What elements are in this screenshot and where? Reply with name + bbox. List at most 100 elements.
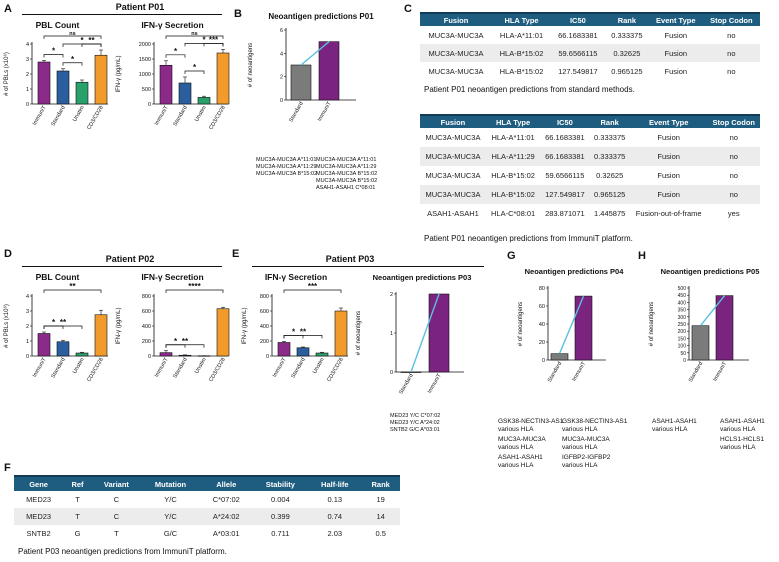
table-cell: HLA-B*15:02: [492, 44, 551, 62]
y-axis-label: # of PBLs (x10⁶): [3, 52, 10, 96]
table-cell: 283.871071: [545, 209, 585, 218]
note-g-standard: GSK38-NECTIN3-AS1 various HLA MUC3A-MUC3…: [498, 418, 563, 470]
note-h-immunit-item: ASAH1-ASAH1 various HLA: [720, 418, 765, 433]
x-tick-label: Standard: [290, 357, 306, 379]
x-tick-label: Unstim: [194, 105, 208, 123]
y-tick-label: 200: [260, 339, 269, 345]
bar: [56, 341, 70, 357]
table-cell: 66.1683381: [545, 133, 585, 142]
y-tick-label: 20: [539, 340, 545, 346]
col-header: Fusion: [420, 114, 486, 128]
note-h-immunit: ASAH1-ASAH1 various HLA HCLS1-HCLS1 vari…: [720, 418, 778, 452]
significance-bracket: [43, 325, 83, 329]
y-axis-label: IFN-γ (pg/mL): [116, 307, 122, 344]
table-cell: no: [727, 30, 736, 40]
bar: [75, 352, 89, 357]
y-tick-label: 0: [266, 354, 269, 360]
x-tick-label: Standard: [398, 373, 414, 395]
bar: [574, 295, 593, 361]
y-tick-label: 800: [142, 294, 151, 300]
note-g-standard-item: MUC3A-MUC3A various HLA: [498, 436, 546, 451]
y-tick-label: 4: [280, 51, 283, 57]
y-tick-label: 50: [680, 351, 686, 357]
x-tick-label: ImmuniT: [427, 372, 443, 394]
y-tick-label: 0: [683, 358, 686, 364]
trend-line: [410, 293, 440, 373]
patient-p02-rule: [22, 266, 222, 267]
y-tick-label: 400: [142, 324, 151, 330]
table-cell: MED23: [26, 495, 52, 504]
table-cell: 0.13: [327, 495, 343, 504]
panel-label-f: F: [4, 462, 11, 474]
significance-label: **: [69, 282, 76, 291]
bar: [400, 371, 422, 373]
table-c-standard: Fusion HLA Type IC50 Rank Event Type Sto…: [420, 12, 760, 80]
table-cell: 1.445875: [594, 209, 626, 218]
table-row: MED23 T C Y/C C*07:02 0.004 0.13 19: [14, 491, 400, 508]
patient-p03-header: Patient P03: [325, 254, 375, 264]
x-tick-label: CD3/CD28: [86, 105, 104, 131]
bar: [315, 352, 329, 357]
chart-d1-pbl-count: PBL Count 0 1 2 3 4 # of PBLs (x10⁶) ImmuniT Sta…: [3, 272, 108, 383]
x-tick-label: ImmuniT: [32, 104, 48, 126]
table-cell: 66.1683381: [540, 147, 590, 166]
note-h-standard: ASAH1-ASAH1 various HLA: [652, 418, 712, 434]
table-cell: MUC3A-MUC3A: [428, 30, 484, 40]
y-tick-label: 400: [678, 300, 687, 306]
y-tick-label: 60: [539, 304, 545, 310]
y-tick-label: 2: [26, 72, 29, 78]
x-tick-label: CD3/CD28: [208, 357, 226, 383]
x-tick-label: Standard: [172, 357, 188, 379]
y-tick-label: 500: [678, 286, 687, 292]
table-row: MUC3A-MUC3A HLA-A*11:29 66.1683381 0.333375…: [420, 147, 760, 166]
bar: [216, 308, 230, 357]
table-row: MUC3A-MUC3A HLA-A*11:01 66.1683381 0.333375…: [420, 128, 760, 147]
table-cell: A*03:01: [212, 529, 240, 538]
y-tick-label: 2: [280, 75, 283, 81]
table-cell: Fusion: [657, 133, 680, 142]
y-axis-label: # of neoantigens: [518, 302, 524, 346]
bar: [334, 310, 348, 357]
bar: [216, 52, 230, 105]
col-header: Event Type: [648, 12, 703, 26]
col-header: Stop Codon: [707, 114, 760, 128]
significance-label: *: [174, 47, 178, 56]
trend-line: [558, 295, 585, 354]
significance-bracket: [81, 43, 102, 47]
bar: [75, 81, 89, 105]
y-tick-label: 200: [678, 329, 687, 335]
panel-label-h: H: [638, 250, 646, 262]
significance-label: *: [193, 63, 197, 72]
panel-label-e: E: [232, 248, 240, 260]
bar: [428, 293, 450, 373]
col-header: Allele: [200, 475, 253, 491]
y-axis-label: # of PBLs (x10⁶): [3, 304, 10, 348]
table-cell: 0.965125: [611, 66, 643, 76]
y-axis-label: # of neoantigens: [248, 43, 254, 87]
bar: [37, 333, 51, 357]
y-axis-label: # of neoantigens: [356, 311, 362, 355]
panel-label-d: D: [4, 248, 12, 260]
chart-title: Neoantigen predictions P05: [661, 267, 760, 276]
note-h-standard-item: ASAH1-ASAH1 various HLA: [652, 418, 697, 433]
note-b-immunit: MUC3A-MUC3A A*11:01 MUC3A-MUC3A A*11:29 …: [316, 157, 378, 191]
y-tick-label: 0: [280, 98, 283, 104]
y-tick-label: 1: [390, 331, 393, 337]
y-tick-label: 800: [260, 294, 269, 300]
y-tick-label: 3: [26, 57, 29, 63]
bar: [178, 354, 192, 357]
y-tick-label: 0: [26, 102, 29, 108]
chart-title: PBL Count: [36, 272, 80, 282]
y-tick-label: 1: [26, 87, 29, 93]
col-header: HLA Type: [492, 12, 551, 26]
y-tick-label: 0: [542, 358, 545, 364]
chart-e1-ifng-secretion: IFN-γ Secretion 0 200 400 600 800 IFN-γ (pg/mL…: [242, 272, 348, 383]
significance-label: ***: [308, 282, 318, 291]
table-cell: C: [113, 495, 120, 504]
table-row: SNTB2 G T G/C A*03:01 0.711 2.03 0.5: [14, 525, 400, 542]
table-cell: G/C: [163, 529, 178, 538]
table-cell: 0.333375: [589, 147, 630, 166]
significance-bracket: [283, 289, 342, 293]
table-cell: MUC3A-MUC3A: [428, 66, 484, 76]
table-cell: Fusion-out-of-frame: [635, 209, 702, 218]
